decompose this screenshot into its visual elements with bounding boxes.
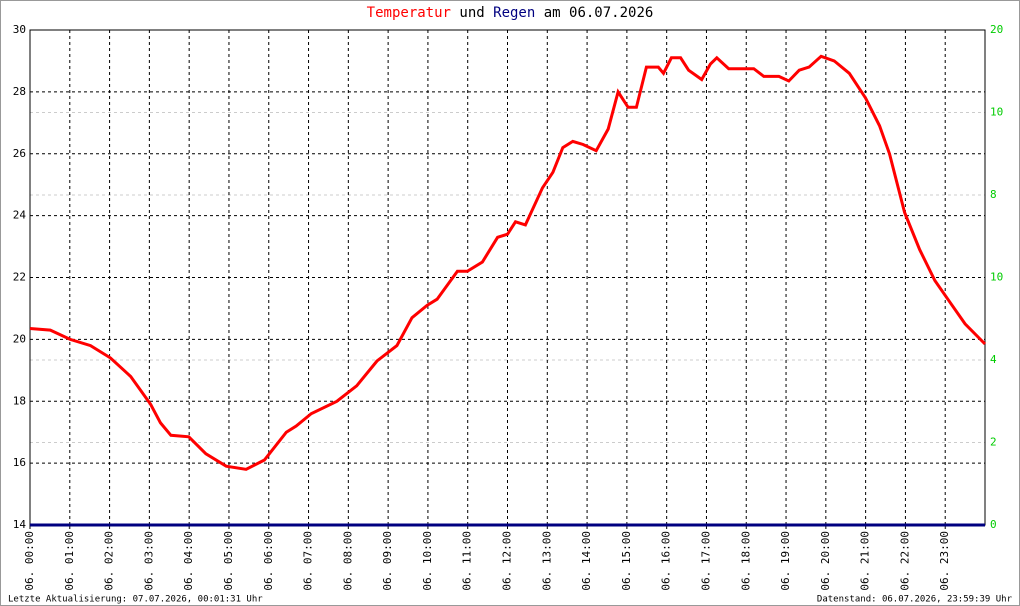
y2-tick-label: 4 (990, 353, 997, 366)
y2-tick-label: 10 (990, 271, 1003, 284)
x-tick-label: 06. 09:00 (381, 531, 394, 591)
y-tick-label: 30 (13, 23, 26, 36)
x-tick-label: 06. 04:00 (182, 531, 195, 591)
x-tick-label: 06. 19:00 (779, 531, 792, 591)
x-tick-label: 06. 13:00 (540, 531, 553, 591)
y-tick-label: 20 (13, 332, 26, 345)
x-tick-label: 06. 00:00 (23, 531, 36, 591)
x-tick-label: 06. 03:00 (142, 531, 155, 591)
x-tick-label: 06. 14:00 (580, 531, 593, 591)
x-tick-label: 06. 20:00 (819, 531, 832, 591)
y2-tick-label: 8 (990, 188, 997, 201)
y-tick-label: 14 (13, 518, 27, 531)
x-tick-label: 06. 22:00 (898, 531, 911, 591)
x-tick-label: 06. 23:00 (938, 531, 951, 591)
x-tick-label: 06. 05:00 (222, 531, 235, 591)
footer-right: Datenstand: 06.07.2026, 23:59:39 Uhr (817, 595, 1013, 605)
y-tick-label: 18 (13, 394, 26, 407)
x-tick-label: 06. 07:00 (302, 531, 315, 591)
y2-tick-label: 2 (990, 436, 997, 449)
x-tick-label: 06. 17:00 (699, 531, 712, 591)
x-tick-label: 06. 18:00 (739, 531, 752, 591)
x-tick-label: 06. 01:00 (63, 531, 76, 591)
x-tick-label: 06. 21:00 (859, 531, 872, 591)
title-part: am 06.07.2026 (544, 5, 654, 21)
x-tick-label: 06. 15:00 (620, 531, 633, 591)
x-tick-label: 06. 16:00 (660, 531, 673, 591)
y2-tick-label: 20 (990, 23, 1003, 36)
x-tick-label: 06. 06:00 (262, 531, 275, 591)
y-tick-label: 22 (13, 271, 26, 284)
data-line (29, 54, 987, 471)
y-tick-label: 24 (13, 209, 27, 222)
chart-title: Temperatur und Regen am 06.07.2026 (367, 5, 654, 21)
x-tick-label: 06. 08:00 (341, 531, 354, 591)
footer-left: Letzte Aktualisierung: 07.07.2026, 00:01… (8, 595, 263, 605)
x-tick-label: 06. 02:00 (103, 531, 116, 591)
y-tick-label: 28 (13, 85, 26, 98)
title-part: Temperatur (367, 5, 451, 21)
y-tick-label: 16 (13, 456, 26, 469)
y-tick-label: 26 (13, 147, 26, 160)
title-part: Regen (493, 5, 535, 21)
title-part: und (459, 5, 484, 21)
y2-tick-label: 0 (990, 518, 997, 531)
y2-tick-label: 10 (990, 106, 1003, 119)
x-tick-label: 06. 10:00 (421, 531, 434, 591)
x-tick-label: 06. 11:00 (461, 531, 474, 591)
x-tick-label: 06. 12:00 (501, 531, 514, 591)
